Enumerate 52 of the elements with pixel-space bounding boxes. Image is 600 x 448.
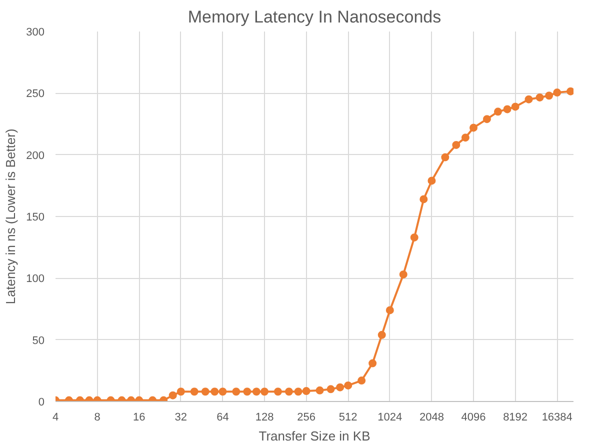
x-tick-label: 16384 [542,412,572,424]
point [274,388,282,396]
point [252,388,260,396]
x-tick-label: 8192 [503,412,528,424]
point [168,391,177,400]
point [358,376,366,385]
point [566,87,574,96]
x-tick-label: 16 [132,412,146,424]
point [494,108,502,116]
y-tick-label: 150 [26,212,45,224]
point [336,383,344,392]
point [420,195,428,204]
x-tick-label: 2048 [419,412,444,424]
x-tick-label: 4 [52,412,59,424]
x-tick-label: 32 [174,412,188,424]
point [243,388,252,396]
point [316,386,324,394]
y-axis-title: Latency in ns (Lower is Better) [3,128,18,304]
x-tick-label: 256 [297,412,316,424]
x-tick-label: 64 [216,412,229,424]
y-tick-label: 250 [26,88,45,100]
y-tick-label: 200 [26,150,45,162]
y-tick-label: 100 [26,273,45,286]
x-tick-label: 1024 [378,412,402,424]
point [190,388,198,396]
point [482,115,491,124]
point [232,388,240,396]
point [210,388,219,396]
point [545,92,554,100]
y-tick-label: 50 [32,334,45,347]
point [284,388,293,396]
point [503,105,512,114]
point [399,270,408,278]
chart-title: Memory Latency In Nanoseconds [188,8,442,26]
x-tick-label: 4096 [461,412,486,424]
point [294,388,302,396]
x-axis-title: Transfer Size in KB [258,428,370,444]
point [378,330,386,339]
x-tick-label: 128 [255,412,274,424]
point [461,134,470,142]
x-tick-label: 8 [94,412,100,424]
point [410,233,418,242]
point [536,93,544,102]
point [201,388,210,396]
x-tick-label: 512 [338,412,358,424]
point [441,153,450,162]
y-tick-label: 0 [38,396,45,408]
point [524,95,533,104]
point [368,359,377,368]
y-tick-label: 300 [26,26,45,38]
point [326,385,335,394]
point [452,140,460,149]
